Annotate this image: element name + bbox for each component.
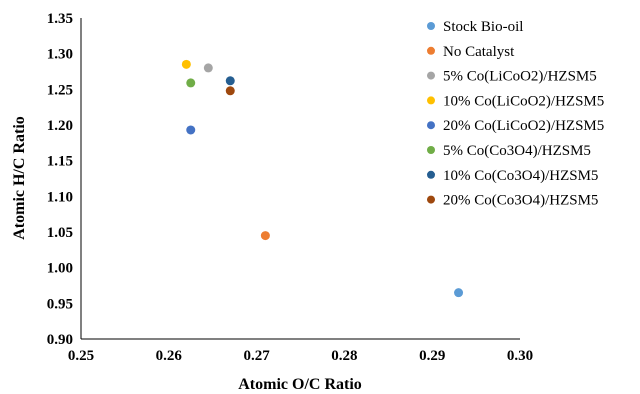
data-point (181, 59, 191, 69)
data-point (225, 86, 235, 96)
y-tick-label: 1.05 (47, 225, 73, 241)
legend-item: 5% Co(LiCoO2)/HZSM5 (427, 69, 597, 85)
legend-item: 10% Co(LiCoO2)/HZSM5 (427, 93, 604, 109)
data-point (203, 63, 213, 73)
x-tick-label: 0.25 (68, 348, 94, 364)
data-point (186, 125, 196, 135)
y-tick-labels: 0.90 0.95 1.00 1.05 1.10 1.15 1.20 1.25 1.30 1.35 (47, 11, 73, 348)
y-tick-label: 1.00 (47, 261, 73, 277)
y-tick-label: 1.10 (47, 189, 73, 205)
y-axis-title: Atomic H/C Ratio (11, 116, 28, 240)
y-tick-label: 1.25 (47, 82, 73, 98)
data-points (181, 59, 464, 298)
legend-marker (427, 121, 435, 130)
legend-item: 20% Co(LiCoO2)/HZSM5 (427, 118, 604, 134)
legend-item: Stock Bio-oil (427, 19, 523, 35)
y-tick-label: 1.30 (47, 47, 73, 63)
legend: Stock Bio-oil No Catalyst 5% Co(LiCoO2)/HZ… (427, 19, 604, 209)
legend-item: 20% Co(Co3O4)/HZSM5 (427, 193, 598, 209)
legend-marker (427, 146, 435, 154)
legend-label: 10% Co(Co3O4)/HZSM5 (443, 168, 598, 184)
y-tick-label: 1.15 (47, 154, 73, 170)
legend-item: No Catalyst (427, 44, 515, 60)
legend-item: 5% Co(Co3O4)/HZSM5 (427, 143, 591, 159)
legend-label: Stock Bio-oil (443, 19, 523, 35)
legend-label: 10% Co(LiCoO2)/HZSM5 (443, 93, 604, 109)
legend-marker (427, 96, 435, 105)
legend-marker (427, 195, 435, 204)
x-tick-label: 0.30 (507, 348, 533, 364)
data-point (225, 76, 235, 86)
x-tick-label: 0.29 (419, 348, 445, 364)
legend-label: 20% Co(LiCoO2)/HZSM5 (443, 118, 604, 134)
data-point (186, 78, 196, 88)
x-tick-label: 0.27 (243, 348, 270, 364)
legend-marker (427, 71, 435, 80)
y-tick-label: 1.20 (47, 118, 73, 134)
legend-marker (427, 22, 435, 30)
x-tick-labels: 0.25 0.26 0.27 0.28 0.29 0.30 (68, 348, 533, 364)
legend-item: 10% Co(Co3O4)/HZSM5 (427, 168, 598, 184)
x-axis-title: Atomic O/C Ratio (238, 376, 362, 393)
data-point (260, 231, 270, 241)
legend-label: 5% Co(LiCoO2)/HZSM5 (443, 69, 597, 85)
legend-label: 5% Co(Co3O4)/HZSM5 (443, 143, 591, 159)
legend-label: No Catalyst (443, 44, 515, 60)
x-tick-label: 0.28 (331, 348, 357, 364)
y-tick-label: 0.90 (47, 332, 73, 348)
legend-label: 20% Co(Co3O4)/HZSM5 (443, 193, 598, 209)
data-point (454, 288, 464, 298)
plot-area: 0.25 0.26 0.27 0.28 0.29 0.30 0.90 0.95 1.00 1.0… (47, 11, 533, 364)
x-tick-label: 0.26 (156, 348, 183, 364)
y-tick-label: 1.35 (47, 11, 73, 27)
legend-marker (427, 170, 435, 179)
y-tick-label: 0.95 (47, 296, 73, 312)
legend-marker (427, 46, 435, 55)
